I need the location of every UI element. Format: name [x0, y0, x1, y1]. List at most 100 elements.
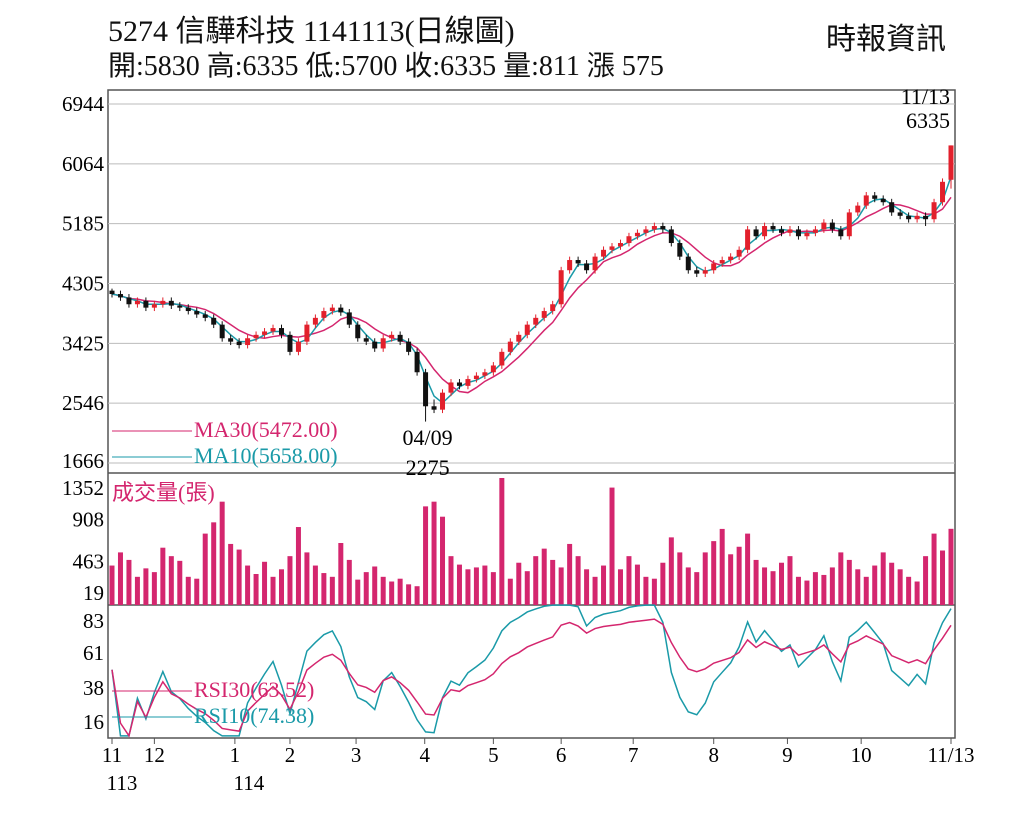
candle-body — [880, 198, 886, 203]
volume-bar — [482, 565, 488, 605]
candle-body — [126, 297, 132, 305]
rsi-tick-label: 16 — [83, 710, 104, 734]
volume-bar — [753, 559, 759, 605]
candle-body — [872, 195, 878, 199]
candle-body — [855, 205, 861, 213]
candle-body — [363, 338, 369, 342]
candle-body — [677, 243, 683, 257]
price-tick-label: 6064 — [62, 152, 105, 176]
candle-body — [863, 195, 869, 206]
volume-bar — [109, 565, 115, 605]
candle-body — [601, 249, 607, 257]
x-tick-label: 9 — [782, 743, 793, 767]
candle-body — [897, 212, 903, 216]
volume-bar — [278, 569, 284, 605]
candle-body — [499, 351, 505, 366]
volume-bar — [202, 533, 208, 605]
x-tick-label: 3 — [351, 743, 362, 767]
candle-body — [245, 338, 251, 346]
candle-body — [304, 324, 310, 342]
candle-body — [694, 270, 700, 274]
volume-bar — [533, 556, 539, 605]
candle-body — [355, 324, 361, 339]
volume-panel-title: 成交量(張) — [112, 480, 215, 505]
volume-bar — [304, 552, 310, 605]
volume-bar — [889, 562, 895, 605]
x-tick-label: 10 — [851, 743, 872, 767]
candle-body — [889, 202, 895, 213]
candle-body — [719, 260, 725, 264]
volume-bar — [829, 567, 835, 605]
volume-bar — [338, 543, 344, 605]
x-tick-label: 11 — [102, 743, 122, 767]
volume-bar — [846, 559, 852, 605]
volume-bar — [668, 537, 674, 605]
volume-bar — [507, 578, 513, 605]
candle-body — [584, 263, 590, 271]
price-tick-label: 4305 — [62, 272, 104, 296]
candle-body — [711, 263, 717, 271]
candle-body — [770, 226, 776, 230]
volume-bar — [236, 549, 242, 605]
volume-bar — [812, 572, 818, 605]
candle-body — [787, 229, 793, 233]
candle-body — [931, 202, 937, 220]
volume-tick-label: 19 — [83, 581, 104, 605]
volume-bar — [211, 522, 217, 605]
volume-bar — [923, 556, 929, 605]
x-tick-label: 12 — [144, 743, 165, 767]
x-tick-label: 8 — [708, 743, 719, 767]
candle-body — [906, 215, 912, 220]
volume-bar — [329, 576, 335, 605]
candle-body — [236, 341, 242, 346]
candle-body — [389, 334, 395, 339]
volume-bar — [126, 559, 132, 605]
candle-body — [660, 226, 666, 230]
volume-bar — [177, 560, 183, 605]
rsi30-line — [111, 618, 952, 738]
candle-body — [321, 311, 327, 318]
price-tick-label: 2546 — [62, 391, 104, 415]
legend-label: MA30(5472.00) — [194, 417, 338, 442]
legend-label: MA10(5658.00) — [194, 443, 338, 468]
price-tick-label: 5185 — [62, 212, 104, 236]
x-year-label: 113 — [107, 771, 138, 795]
candle-body — [295, 341, 301, 352]
candle-body — [634, 232, 640, 237]
x-tick-label: 7 — [628, 743, 639, 767]
candle-body — [668, 229, 674, 244]
candle-body — [202, 314, 208, 318]
candle-body — [821, 222, 827, 230]
candle-body — [923, 215, 929, 220]
volume-bar — [787, 556, 793, 605]
volume-bar — [719, 528, 725, 605]
volume-bar — [490, 572, 496, 605]
legend-label: RSI30(63.52) — [194, 677, 314, 702]
volume-bar — [609, 487, 615, 605]
volume-bar — [804, 580, 810, 605]
candle-body — [533, 317, 539, 325]
volume-bar — [228, 543, 234, 605]
candle-body — [609, 246, 615, 250]
volume-bar — [321, 573, 327, 605]
volume-bar — [541, 548, 547, 605]
candle-body — [541, 311, 547, 318]
volume-bar — [880, 552, 886, 605]
volume-bar — [414, 586, 420, 605]
price-tick-label: 3425 — [62, 331, 104, 355]
volume-bar — [440, 516, 446, 605]
volume-bar — [736, 546, 742, 605]
volume-bar — [448, 556, 454, 605]
volume-tick-label: 1352 — [62, 476, 104, 500]
volume-bar — [270, 576, 276, 605]
candle-body — [194, 311, 200, 315]
volume-bar — [779, 562, 785, 605]
volume-bar — [914, 581, 920, 605]
volume-bar — [584, 569, 590, 605]
candle-body — [507, 341, 513, 352]
candle-body — [448, 382, 454, 393]
volume-tick-label: 908 — [73, 508, 105, 532]
candle-body — [804, 232, 810, 237]
candle-body — [702, 270, 708, 274]
candle-body — [456, 382, 462, 386]
